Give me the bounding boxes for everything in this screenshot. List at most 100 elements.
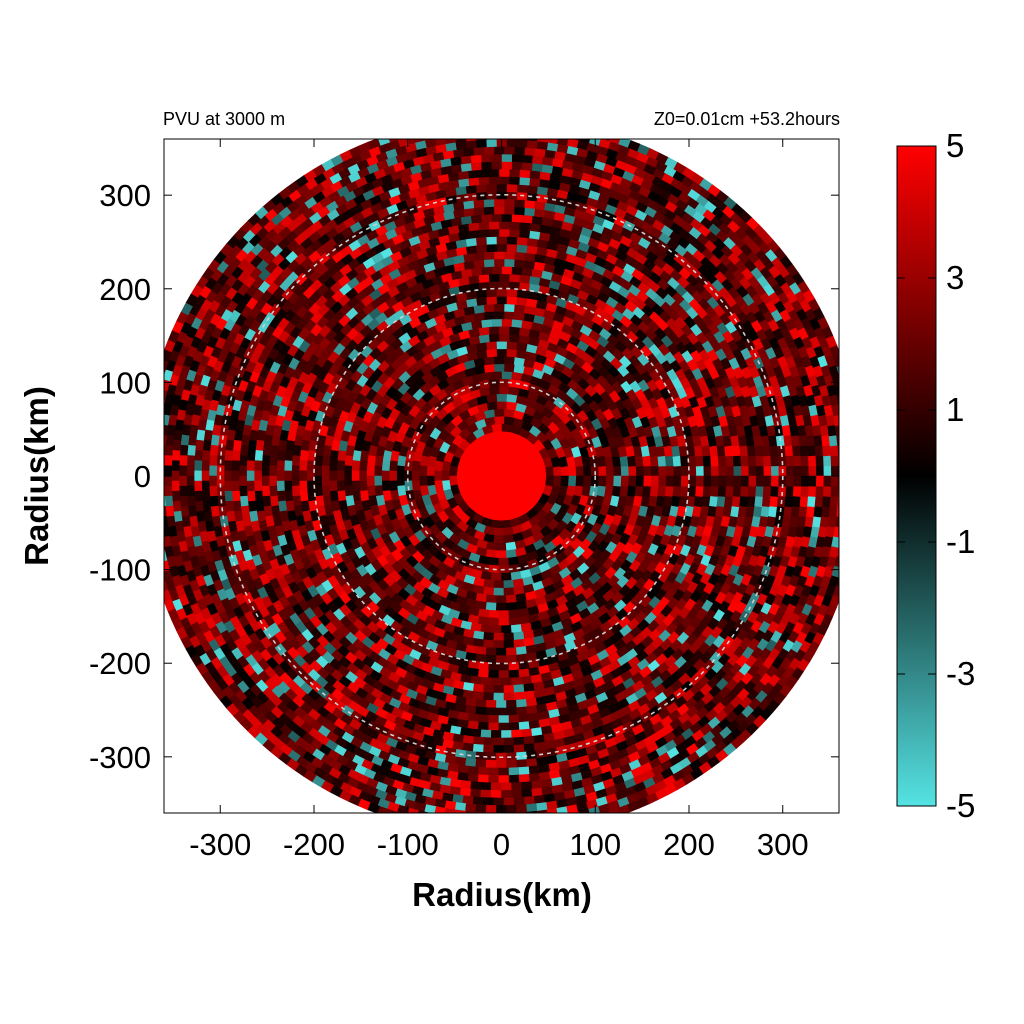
- heatmap-cell: [477, 273, 490, 283]
- heatmap-cell: [657, 485, 667, 497]
- heatmap-cell: [688, 475, 697, 487]
- heatmap-cell: [208, 485, 218, 497]
- heatmap-cell: [488, 176, 500, 185]
- heatmap-cell: [299, 490, 309, 503]
- heatmap-cell: [521, 788, 533, 798]
- heatmap-cell: [506, 139, 517, 140]
- heatmap-cell: [483, 198, 495, 208]
- heatmap-cell: [501, 370, 513, 380]
- heatmap-cell: [526, 803, 538, 813]
- heatmap-cell: [238, 475, 248, 487]
- heatmap-cell: [575, 475, 585, 487]
- heatmap-cell: [441, 470, 450, 482]
- heatmap-cell: [495, 497, 508, 506]
- heatmap-cell: [485, 340, 497, 350]
- heatmap-cell: [725, 485, 735, 497]
- heatmap-cell: [511, 729, 523, 739]
- heatmap-cell: [598, 465, 607, 477]
- heatmap-cell: [164, 485, 173, 497]
- heatmap-cell: [488, 722, 500, 731]
- heatmap-cell: [518, 766, 531, 776]
- heatmap-cell: [276, 480, 285, 492]
- heatmap-cell: [498, 512, 510, 522]
- heatmap-cell: [470, 728, 482, 738]
- heatmap-cell: [396, 465, 405, 477]
- heatmap-cell: [702, 485, 712, 497]
- heatmap-cells: [164, 139, 854, 813]
- heatmap-cell: [516, 653, 528, 663]
- heatmap-cell: [746, 444, 757, 457]
- heatmap-cell: [634, 455, 644, 467]
- heatmap-cell: [628, 465, 637, 477]
- heatmap-cell: [508, 616, 520, 626]
- heatmap-cell: [846, 455, 854, 466]
- heatmap-cell: [526, 139, 538, 149]
- heatmap-cell: [194, 439, 204, 452]
- heatmap-cell: [465, 810, 477, 813]
- heatmap-cell: [521, 161, 533, 171]
- heatmap-cell: [516, 804, 528, 813]
- heatmap-cell: [739, 444, 749, 457]
- heatmap-cell: [268, 455, 278, 467]
- heatmap-cell: [486, 139, 497, 140]
- heatmap-cell: [501, 519, 513, 529]
- heatmap-cell: [833, 525, 839, 538]
- heatmap-cell: [763, 475, 772, 487]
- heatmap-cell: [754, 444, 764, 457]
- heatmap-cell: [511, 266, 523, 276]
- heatmap-cell: [498, 722, 510, 731]
- heatmap-cell: [485, 602, 497, 612]
- heatmap-cell: [710, 455, 720, 467]
- heatmap-cell: [246, 460, 255, 472]
- heatmap-cell: [634, 485, 644, 497]
- heatmap-cell: [496, 400, 507, 410]
- heatmap-cell: [485, 295, 497, 305]
- heatmap-cell: [523, 796, 536, 806]
- heatmap-cell: [513, 684, 525, 694]
- heatmap-cell: [793, 475, 802, 487]
- heatmap-cell: [680, 455, 690, 467]
- heatmap-cell: [336, 470, 345, 482]
- heatmap-cell: [426, 465, 435, 477]
- heatmap-cell: [828, 505, 838, 518]
- heatmap-cell: [511, 213, 523, 223]
- heatmap-cell: [814, 495, 824, 508]
- heatmap-cell: [488, 714, 500, 724]
- heatmap-cell: [495, 393, 508, 402]
- heatmap-cell: [490, 730, 502, 739]
- heatmap-cell: [298, 460, 308, 472]
- heatmap-cell: [808, 475, 817, 487]
- heatmap-cell: [209, 444, 219, 457]
- heatmap-cell: [838, 405, 839, 407]
- heatmap-cell: [695, 475, 705, 487]
- heatmap-cell: [505, 348, 518, 358]
- heatmap-cell: [739, 495, 749, 508]
- heatmap-cell: [231, 480, 240, 492]
- heatmap-cell: [518, 229, 531, 239]
- heatmap-cell: [531, 787, 544, 797]
- heatmap-cell: [493, 146, 505, 155]
- heatmap-cell: [223, 460, 233, 472]
- heatmap-cell: [396, 475, 405, 487]
- heatmap-cell: [426, 475, 435, 487]
- heatmap-cell: [501, 677, 513, 687]
- heatmap-cell: [488, 669, 500, 679]
- heatmap-cell: [518, 721, 531, 731]
- heatmap-cell: [201, 449, 211, 462]
- heatmap-cell: [480, 782, 492, 791]
- heatmap-cell: [642, 455, 652, 467]
- heatmap-cell: [448, 465, 458, 477]
- heatmap-cell: [506, 295, 518, 305]
- heatmap-cell: [186, 455, 196, 467]
- heatmap-cell: [658, 465, 667, 477]
- heatmap-cell: [503, 692, 515, 702]
- heatmap-cell: [834, 515, 839, 528]
- heatmap-cell: [209, 495, 219, 508]
- heatmap-cell: [321, 475, 330, 487]
- heatmap-cell: [672, 485, 682, 497]
- heatmap-cell: [480, 266, 492, 276]
- heatmap-cell: [343, 465, 353, 477]
- heatmap-cell: [503, 797, 515, 806]
- heatmap-cell: [172, 500, 182, 513]
- heatmap-cell: [490, 677, 502, 687]
